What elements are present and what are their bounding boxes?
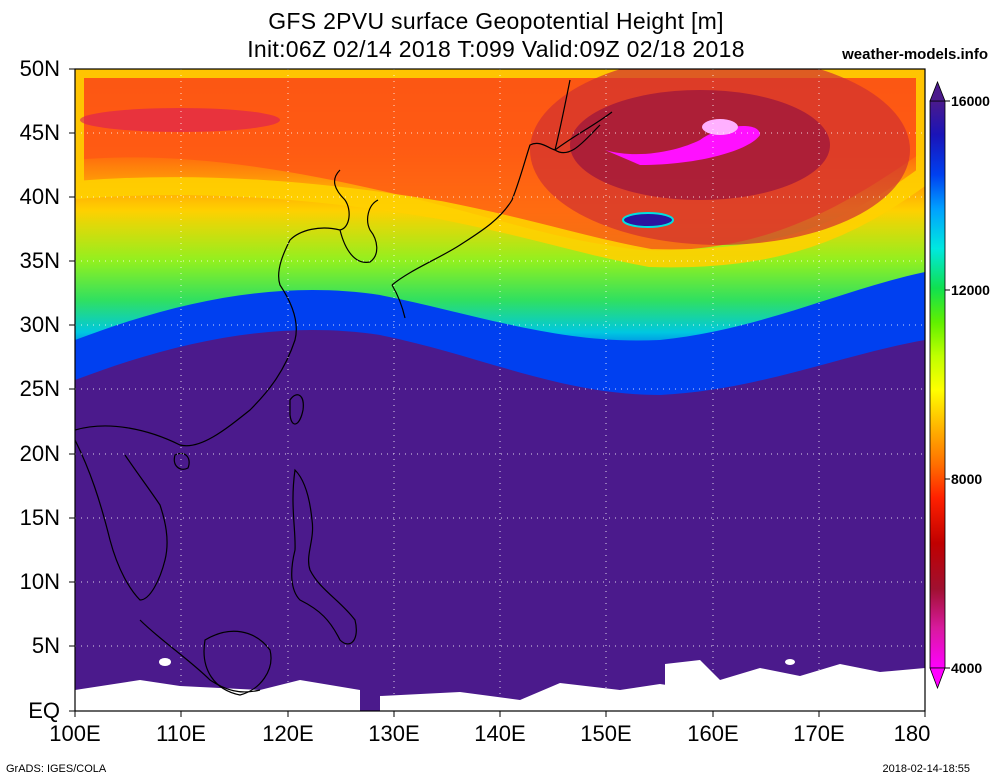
lat-label-30n: 30N (19, 312, 60, 337)
lon-label-100e: 100E (49, 721, 101, 746)
lat-label-45n: 45N (19, 120, 60, 145)
colorbar-body (929, 100, 946, 669)
colorbar-label-8000: 8000 (951, 471, 983, 487)
lat-label-5n: 5N (31, 633, 60, 658)
lon-label-180: 180 (893, 721, 931, 746)
colorbar (929, 80, 950, 690)
colorbar-label-4000: 4000 (951, 660, 983, 676)
lat-label-eq: EQ (28, 698, 60, 723)
colorbar-label-16000: 16000 (951, 93, 990, 109)
lon-label-130e: 130E (368, 721, 420, 746)
lat-label-40n: 40N (19, 184, 60, 209)
lon-label-120e: 120E (262, 721, 314, 746)
footer-timestamp: 2018-02-14-18:55 (882, 763, 970, 775)
colorbar-label-12000: 12000 (951, 282, 990, 298)
map-title-line1: GFS 2PVU surface Geopotential Height [m] (268, 8, 724, 34)
lon-label-150e: 150E (580, 721, 632, 746)
lon-label-160e: 160E (687, 721, 739, 746)
map-title-line2: Init:06Z 02/14 2018 T:099 Valid:09Z 02/1… (247, 36, 745, 62)
coastlines (75, 79, 613, 696)
credit-watermark: weather-models.info (842, 46, 988, 63)
graticule (75, 69, 925, 711)
lat-label-10n: 10N (19, 569, 60, 594)
lon-label-170e: 170E (793, 721, 845, 746)
height-band-yellow (75, 69, 925, 268)
northern-streak (80, 108, 280, 132)
lat-label-50n: 50N (19, 56, 60, 81)
lon-label-140e: 140E (474, 721, 526, 746)
lat-label-35n: 35N (19, 248, 60, 273)
undefined-areas (75, 658, 925, 711)
lat-label-25n: 25N (19, 376, 60, 401)
footer-grads-credit: GrADS: IGES/COLA (6, 763, 107, 775)
cutoff-blob (622, 212, 674, 228)
colorbar-bottom-arrow (929, 667, 946, 690)
axis-ticks (69, 68, 926, 717)
lon-label-110e: 110E (156, 721, 206, 746)
colorbar-top-arrow (929, 80, 946, 102)
low-pv-magenta (605, 125, 760, 165)
lat-label-20n: 20N (19, 441, 60, 466)
low-pv-core (702, 119, 738, 135)
lat-label-15n: 15N (19, 505, 60, 530)
